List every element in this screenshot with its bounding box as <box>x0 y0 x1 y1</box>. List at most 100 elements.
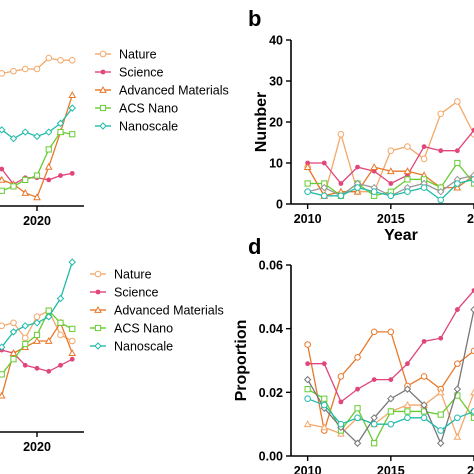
x-tick-label: 20 <box>467 212 474 226</box>
data-point <box>0 70 6 77</box>
data-point <box>404 188 411 195</box>
data-point <box>0 343 6 351</box>
data-point <box>57 319 64 326</box>
data-point <box>454 360 461 367</box>
panel-b-label: b <box>248 6 261 31</box>
chart-d: 20102015200.000.020.040.06YearProportion <box>233 259 474 474</box>
y-axis-title: Proportion <box>233 320 250 402</box>
legend-swatch-marker <box>94 342 102 350</box>
data-point <box>10 183 17 190</box>
data-point <box>46 177 52 183</box>
data-point <box>320 423 329 431</box>
y-tick-label: 20 <box>269 116 283 130</box>
data-point <box>9 328 18 336</box>
legend-swatch-marker <box>95 289 101 295</box>
data-point <box>57 128 64 136</box>
data-point <box>33 193 41 201</box>
data-point <box>420 155 428 163</box>
data-point <box>33 336 41 344</box>
x-tick-label: 2010 <box>294 464 322 474</box>
data-point <box>354 184 361 191</box>
series-line <box>0 261 73 349</box>
data-point <box>304 188 311 195</box>
data-point <box>69 170 75 176</box>
data-point <box>355 386 360 392</box>
y-tick-label: 0.02 <box>259 386 283 400</box>
data-point <box>22 176 29 184</box>
data-point <box>470 176 474 183</box>
data-point <box>371 440 378 447</box>
data-point <box>420 373 428 380</box>
data-point <box>10 67 17 75</box>
data-point <box>22 340 29 348</box>
data-point <box>0 371 5 378</box>
data-point <box>0 391 6 399</box>
legend-swatch-marker <box>99 50 107 58</box>
y-tick-label: 0.00 <box>259 450 283 464</box>
legend-swatch-marker <box>99 122 107 130</box>
data-point <box>57 331 64 339</box>
data-point <box>9 134 18 143</box>
data-point <box>304 395 311 403</box>
data-point <box>353 187 362 195</box>
data-point <box>45 313 53 321</box>
legend: Nature Science Advanced Materials ACS Nano N… <box>95 48 229 134</box>
data-point <box>45 128 53 136</box>
data-point <box>21 128 29 136</box>
legend-label: Science <box>119 66 164 80</box>
data-point <box>404 414 411 422</box>
data-point <box>56 294 65 303</box>
data-point <box>57 56 64 64</box>
data-point <box>337 131 345 138</box>
data-point <box>68 104 76 112</box>
data-point <box>320 183 328 192</box>
legend-swatch-marker <box>99 104 107 112</box>
data-point <box>370 163 379 170</box>
data-point <box>58 173 63 178</box>
data-point <box>421 339 427 344</box>
legend: Nature Science Advanced Materials ACS Nano N… <box>90 268 224 354</box>
data-point <box>437 427 445 434</box>
legend-label: Advanced Materials <box>119 84 229 98</box>
data-point <box>337 420 345 428</box>
legend-swatch-marker <box>94 270 102 278</box>
data-point <box>454 148 460 154</box>
data-point <box>387 192 395 200</box>
chart-a: 2020 Nature Science Advanced Materials ACS N… <box>0 48 229 228</box>
panel-d-label: d <box>248 234 261 259</box>
data-point <box>470 408 474 415</box>
data-point <box>45 146 52 153</box>
data-point <box>9 349 18 357</box>
series-line <box>0 94 73 199</box>
data-point <box>437 411 444 418</box>
series-line <box>307 290 474 403</box>
data-point <box>371 377 377 382</box>
data-point <box>454 307 460 312</box>
y-tick-label: 0.06 <box>259 259 283 273</box>
data-point <box>420 184 428 191</box>
data-point <box>68 91 77 98</box>
data-point <box>45 307 52 314</box>
data-point <box>45 54 53 62</box>
data-point <box>21 334 29 342</box>
x-tick-label: 20 <box>467 464 474 474</box>
data-point <box>403 385 412 393</box>
data-point <box>0 175 6 183</box>
data-point <box>21 188 30 196</box>
data-point <box>44 336 53 344</box>
data-point <box>387 420 395 428</box>
data-point <box>405 361 410 367</box>
data-point <box>370 188 378 195</box>
legend-label: Nanoscale <box>119 120 178 134</box>
chart-c: 2020 Nature Science Advanced Materials ACS N… <box>0 258 224 454</box>
data-point <box>44 162 53 170</box>
y-tick-label: 0.04 <box>259 322 283 336</box>
data-point <box>56 119 65 128</box>
data-point <box>353 439 362 447</box>
data-point <box>33 132 41 141</box>
y-tick-label: 40 <box>269 34 283 48</box>
data-point <box>454 159 461 167</box>
data-point <box>453 432 462 440</box>
data-point <box>438 335 444 341</box>
